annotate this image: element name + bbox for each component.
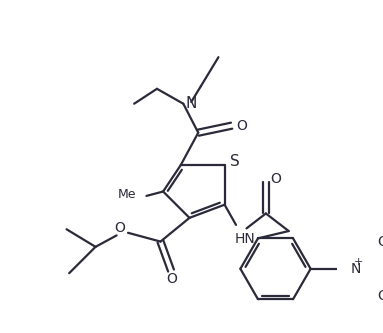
Text: S: S xyxy=(230,154,240,169)
Text: O: O xyxy=(115,220,126,234)
Text: N: N xyxy=(185,96,196,111)
Text: N: N xyxy=(350,262,360,276)
Text: O: O xyxy=(236,119,247,133)
Text: HN: HN xyxy=(234,232,255,246)
Text: O: O xyxy=(270,172,281,186)
Text: O: O xyxy=(377,289,383,303)
Text: +: + xyxy=(354,257,363,267)
Text: Me: Me xyxy=(118,188,136,201)
Text: O: O xyxy=(377,234,383,248)
Text: O: O xyxy=(167,272,177,286)
